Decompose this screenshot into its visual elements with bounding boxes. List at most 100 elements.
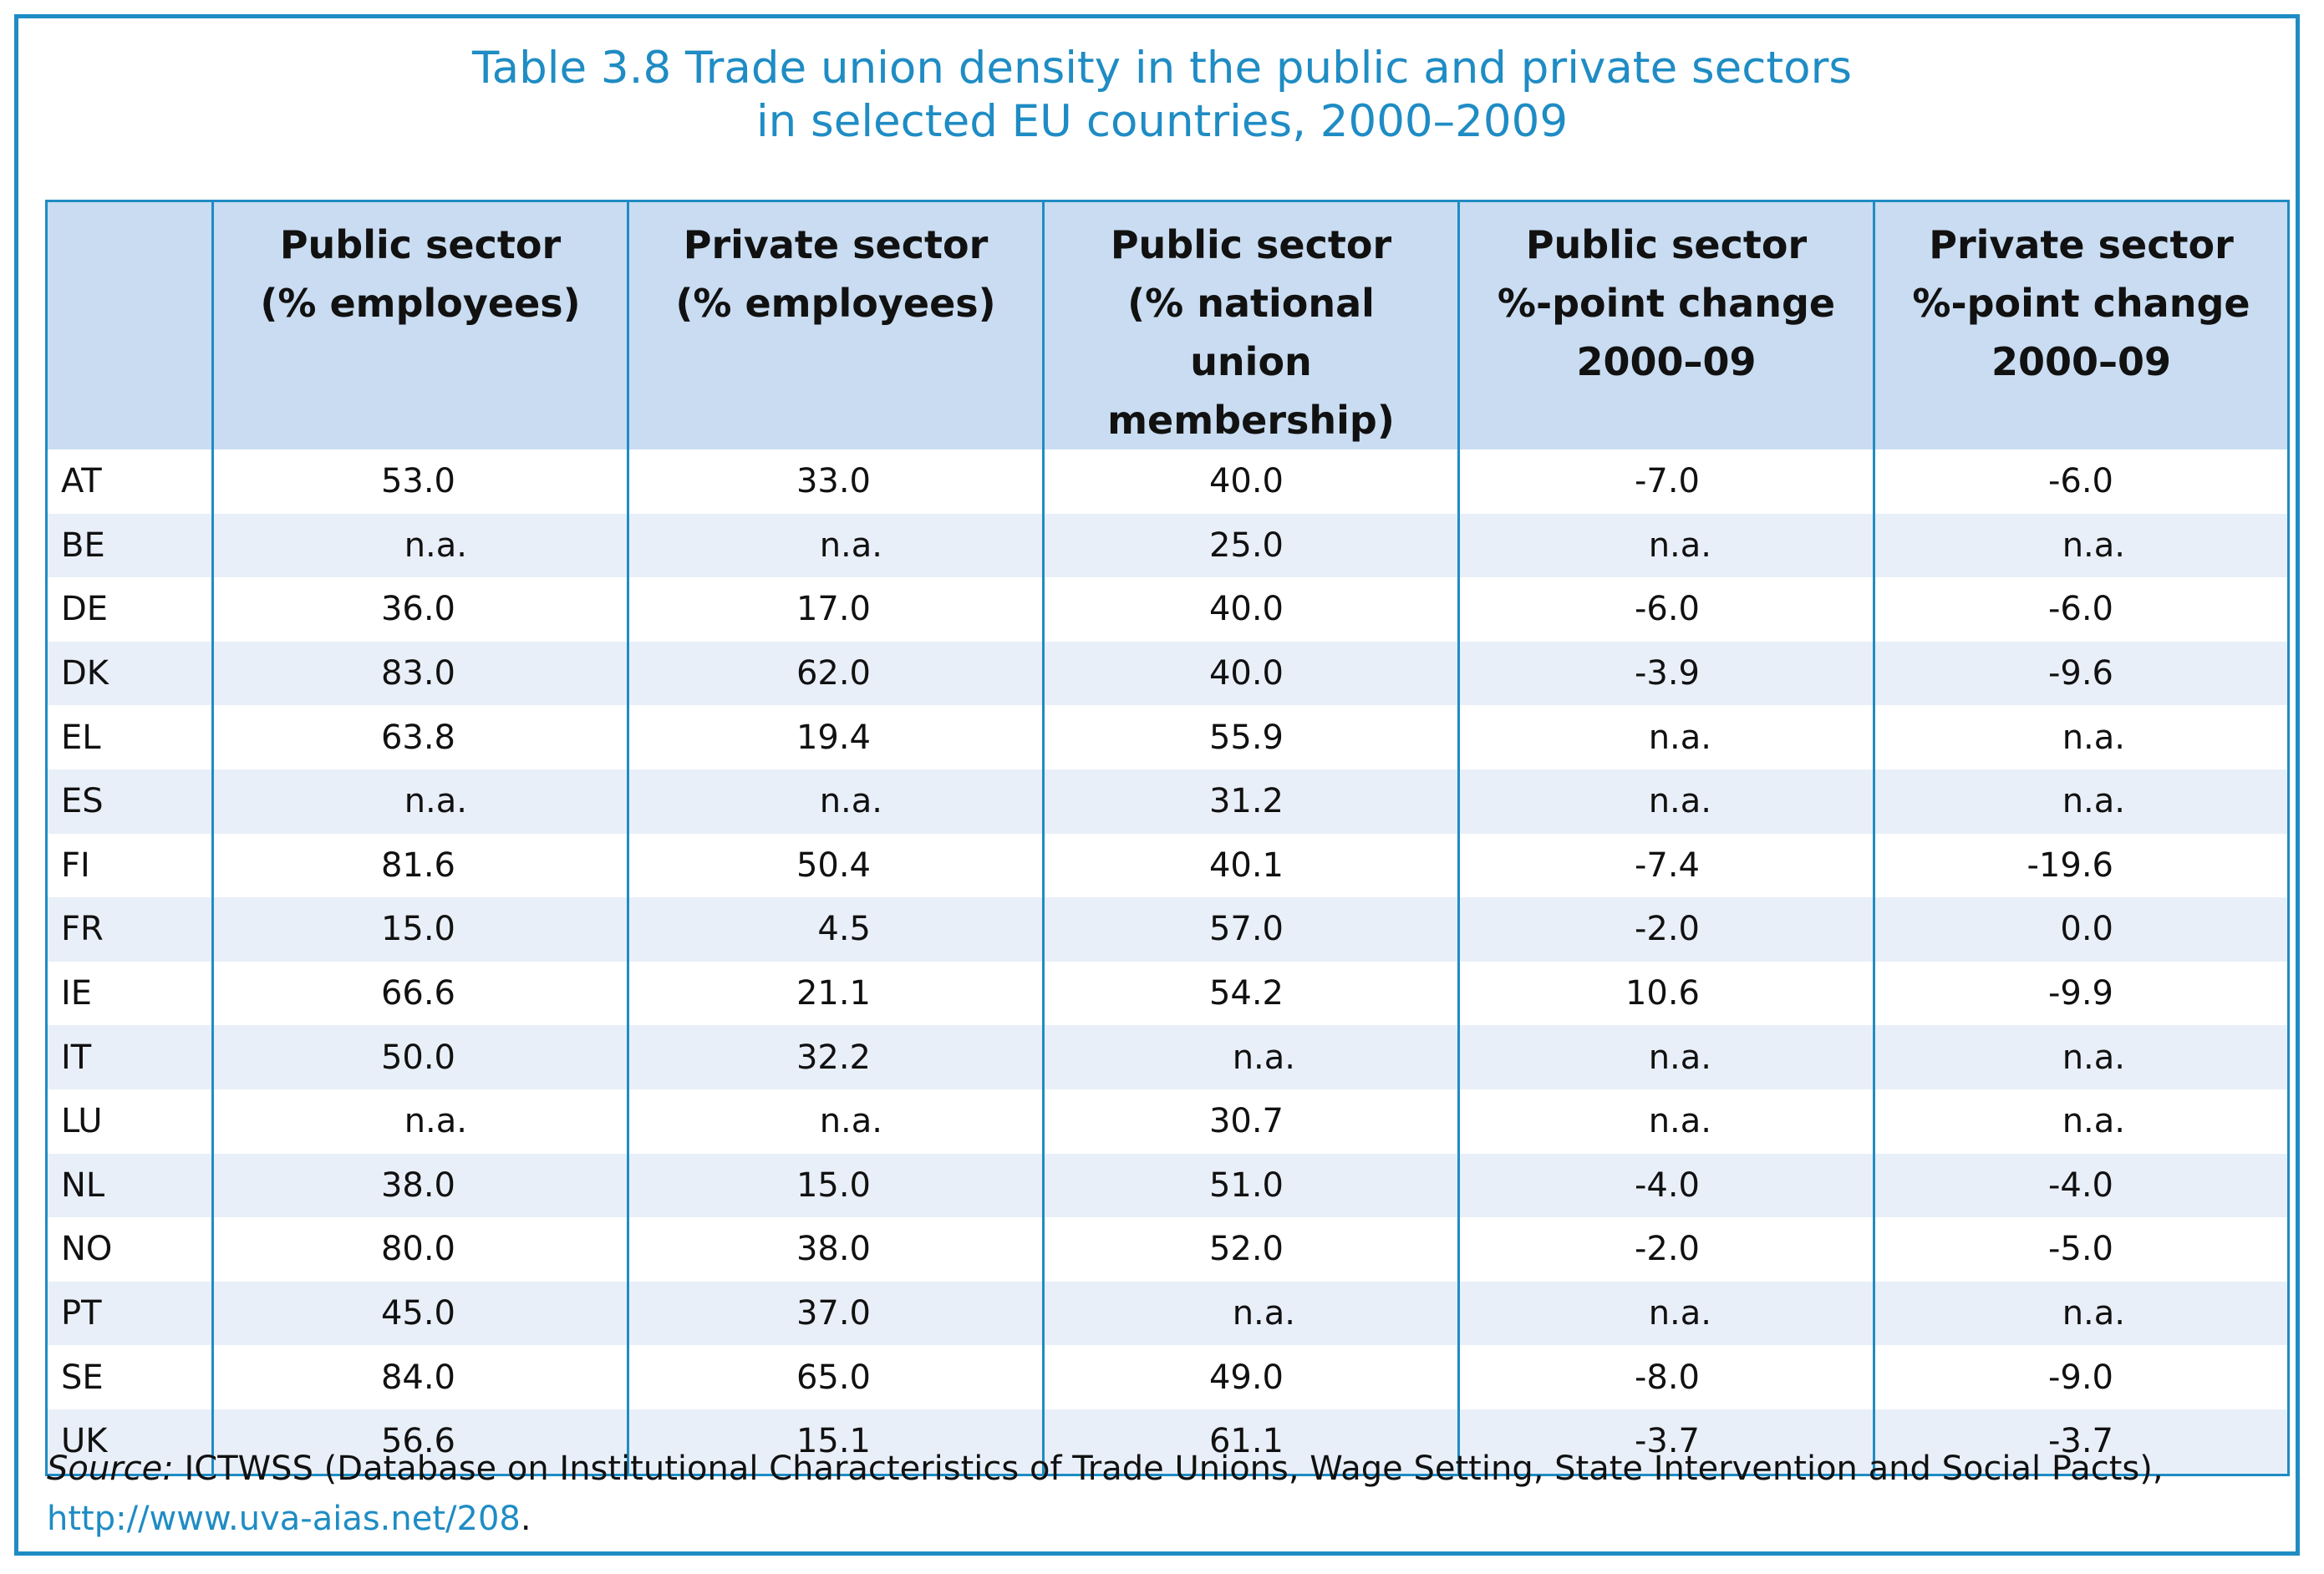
column-header-line1: Public sector <box>1110 222 1392 267</box>
value-cell: 80.0 <box>211 1217 628 1282</box>
value-cell: -3.7 <box>1457 1409 1874 1475</box>
table-row: DK 83.0 62.0 40.0 -3.9 -9.6 <box>46 641 2289 706</box>
value-cell: 38.0 <box>211 1153 628 1218</box>
source-link[interactable]: http://www.uva-aias.net/208 <box>47 1500 521 1538</box>
table-row: FI 81.6 50.4 40.1 -7.4 -19.6 <box>46 833 2289 898</box>
value-cell: 45.0 <box>211 1281 628 1346</box>
column-header-0 <box>46 201 213 449</box>
title-line-1: Table 3.8 Trade union density in the pub… <box>472 43 1852 94</box>
header-row: Public sector (% employees) Private sector… <box>46 201 2289 449</box>
value-cell: 10.6 <box>1457 961 1874 1026</box>
table-row: IE 66.6 21.1 54.2 10.6 -9.9 <box>46 961 2289 1026</box>
value-cell: -5.0 <box>1873 1217 2289 1282</box>
value-cell: 83.0 <box>211 641 628 706</box>
value-cell: -4.0 <box>1457 1153 1874 1218</box>
value-cell: n.a. <box>1873 513 2289 578</box>
value-cell: 61.1 <box>1042 1409 1459 1475</box>
column-header-5: Private sector %-point change 2000–09 <box>1873 201 2289 449</box>
table-row: NO 80.0 38.0 52.0 -2.0 -5.0 <box>46 1217 2289 1282</box>
table-row: ES n.a. n.a. 31.2 n.a. n.a. <box>46 769 2289 834</box>
value-cell: -8.0 <box>1457 1345 1874 1409</box>
column-header-1: Public sector (% employees) <box>211 201 628 449</box>
column-header-line2: (% employees) <box>260 281 581 326</box>
value-cell: 40.0 <box>1042 641 1459 706</box>
country-code-cell: FR <box>46 897 213 962</box>
table-row: LU n.a. n.a. 30.7 n.a. n.a. <box>46 1089 2289 1154</box>
column-header-line2: (% employees) <box>675 281 996 326</box>
value-cell: 49.0 <box>1042 1345 1459 1409</box>
value-cell: 4.5 <box>627 897 1044 962</box>
value-cell: 62.0 <box>627 641 1044 706</box>
source-end: . <box>520 1500 531 1538</box>
column-header-3: Public sector (% national union membership… <box>1042 201 1459 449</box>
country-code-cell: UK <box>46 1409 213 1475</box>
value-cell: 57.0 <box>1042 897 1459 962</box>
table-row: SE 84.0 65.0 49.0 -8.0 -9.0 <box>46 1345 2289 1409</box>
value-cell: 40.1 <box>1042 833 1459 898</box>
column-header-2: Private sector (% employees) <box>627 201 1044 449</box>
value-cell: 84.0 <box>211 1345 628 1409</box>
value-cell: 40.0 <box>1042 577 1459 642</box>
column-header-line1: Public sector <box>279 222 562 267</box>
value-cell: -19.6 <box>1873 833 2289 898</box>
value-cell: 54.2 <box>1042 961 1459 1026</box>
country-code-cell: PT <box>46 1281 213 1346</box>
value-cell: 81.6 <box>211 833 628 898</box>
column-header-line1: Private sector <box>1929 222 2234 267</box>
value-cell: 33.0 <box>627 449 1044 514</box>
value-cell: -3.9 <box>1457 641 1874 706</box>
column-header-line3: union membership) <box>1107 339 1395 443</box>
column-header-line2: (% national <box>1127 281 1375 326</box>
column-header-line2: %-point change <box>1912 281 2250 326</box>
value-cell: 32.2 <box>627 1025 1044 1089</box>
value-cell: -4.0 <box>1873 1153 2289 1218</box>
value-cell: n.a. <box>1457 1025 1874 1089</box>
value-cell: n.a. <box>1873 1281 2289 1346</box>
column-header-line2 <box>51 274 208 333</box>
value-cell: -7.4 <box>1457 833 1874 898</box>
column-header-line3 <box>633 333 1039 391</box>
data-table: Public sector (% employees) Private sector… <box>45 200 2290 1476</box>
country-code-cell: IE <box>46 961 213 1026</box>
value-cell: -6.0 <box>1873 577 2289 642</box>
column-header-line1: Private sector <box>683 222 989 267</box>
value-cell: n.a. <box>627 769 1044 834</box>
table-row: UK 56.6 15.1 61.1 -3.7 -3.7 <box>46 1409 2289 1475</box>
source-label: Source: <box>47 1450 174 1488</box>
value-cell: 30.7 <box>1042 1089 1459 1154</box>
value-cell: 15.0 <box>211 897 628 962</box>
value-cell: 55.9 <box>1042 705 1459 769</box>
value-cell: 15.0 <box>627 1153 1044 1218</box>
value-cell: n.a. <box>211 1089 628 1154</box>
column-header-line1 <box>51 216 208 274</box>
table-row: IT 50.0 32.2 n.a. n.a. n.a. <box>46 1025 2289 1089</box>
table-title: Table 3.8 Trade union density in the pub… <box>0 42 2324 149</box>
country-code-cell: AT <box>46 449 213 514</box>
value-cell: -2.0 <box>1457 897 1874 962</box>
value-cell: 40.0 <box>1042 449 1459 514</box>
country-code-cell: EL <box>46 705 213 769</box>
value-cell: 52.0 <box>1042 1217 1459 1282</box>
value-cell: -6.0 <box>1873 449 2289 514</box>
value-cell: 50.4 <box>627 833 1044 898</box>
table-row: BE n.a. n.a. 25.0 n.a. n.a. <box>46 513 2289 578</box>
value-cell: n.a. <box>1457 1281 1874 1346</box>
value-cell: 25.0 <box>1042 513 1459 578</box>
value-cell: -9.6 <box>1873 641 2289 706</box>
country-code-cell: LU <box>46 1089 213 1154</box>
table-row: FR 15.0 4.5 57.0 -2.0 0.0 <box>46 897 2289 962</box>
value-cell: n.a. <box>1457 1089 1874 1154</box>
column-header-line3: 2000–09 <box>1576 339 1757 384</box>
value-cell: 63.8 <box>211 705 628 769</box>
value-cell: n.a. <box>211 769 628 834</box>
value-cell: 19.4 <box>627 705 1044 769</box>
column-header-line3 <box>217 333 623 391</box>
title-line-2: in selected EU countries, 2000–2009 <box>755 96 1569 147</box>
value-cell: -9.0 <box>1873 1345 2289 1409</box>
value-cell: -9.9 <box>1873 961 2289 1026</box>
value-cell: n.a. <box>1873 705 2289 769</box>
country-code-cell: IT <box>46 1025 213 1089</box>
value-cell: 51.0 <box>1042 1153 1459 1218</box>
value-cell: n.a. <box>627 513 1044 578</box>
table-row: DE 36.0 17.0 40.0 -6.0 -6.0 <box>46 577 2289 642</box>
